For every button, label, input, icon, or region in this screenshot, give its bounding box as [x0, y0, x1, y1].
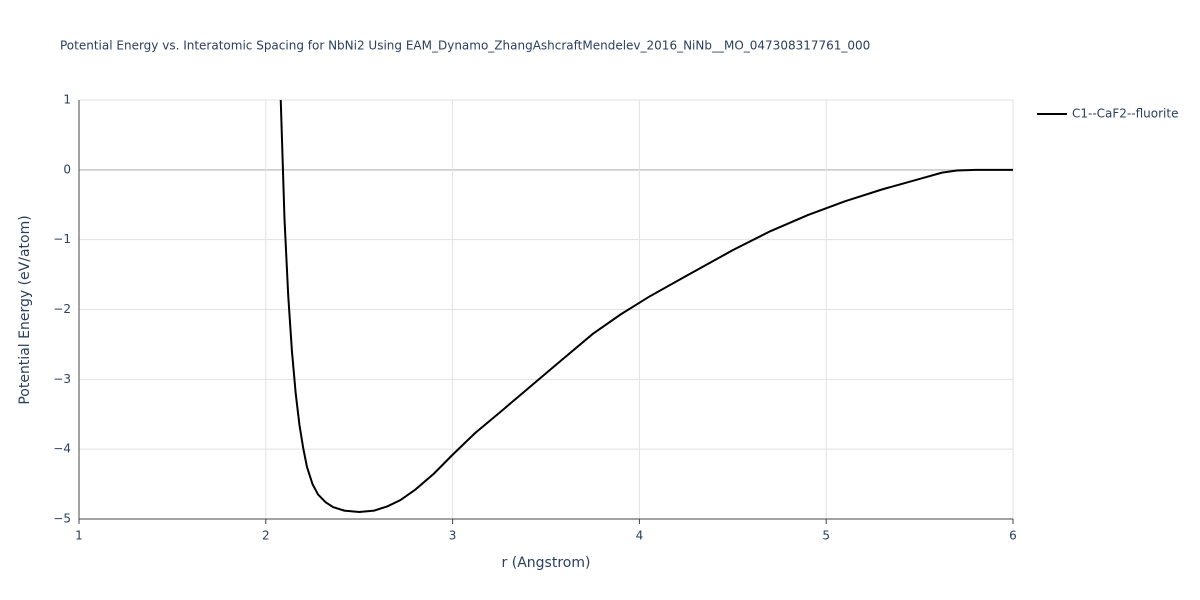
y-axis-title: Potential Energy (eV/atom)	[17, 215, 33, 404]
x-tick-label: 4	[636, 529, 644, 543]
x-tick-label: 5	[822, 529, 830, 543]
x-tick-label: 6	[1009, 529, 1017, 543]
legend-label: C1--CaF2--fluorite	[1072, 107, 1178, 121]
x-tick-label: 3	[449, 529, 457, 543]
y-tick-label: −3	[53, 372, 71, 386]
x-tick-label: 2	[262, 529, 270, 543]
x-axis-title: r (Angstrom)	[502, 555, 591, 571]
x-tick-label: 1	[75, 529, 83, 543]
y-tick-label: −2	[53, 302, 71, 316]
chart-title: Potential Energy vs. Interatomic Spacing…	[60, 39, 870, 53]
y-tick-label: −1	[53, 232, 71, 246]
y-tick-label: 0	[63, 162, 71, 176]
data-line	[279, 99, 1013, 514]
y-tick-label: 1	[63, 93, 71, 107]
y-tick-label: −5	[53, 512, 71, 526]
y-tick-label: −4	[53, 442, 71, 456]
